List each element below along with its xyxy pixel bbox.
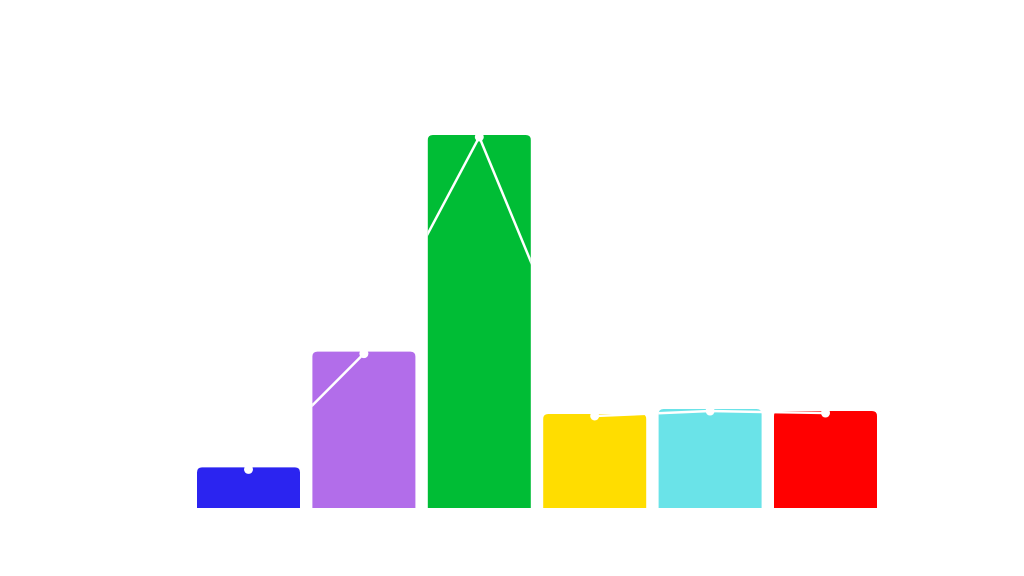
line-point-6 [821, 408, 830, 418]
bar-6 [774, 411, 877, 508]
bar-5 [658, 409, 762, 508]
bars-layer [197, 134, 877, 508]
line-point-1 [244, 464, 253, 474]
line-point-2 [359, 349, 369, 359]
bar-4 [543, 414, 647, 508]
bar-2 [312, 351, 416, 508]
bar-1 [197, 467, 300, 508]
line-point-4 [590, 411, 600, 421]
bar-3 [427, 134, 531, 508]
line-point-5 [705, 406, 715, 416]
line-point-3 [474, 132, 484, 142]
